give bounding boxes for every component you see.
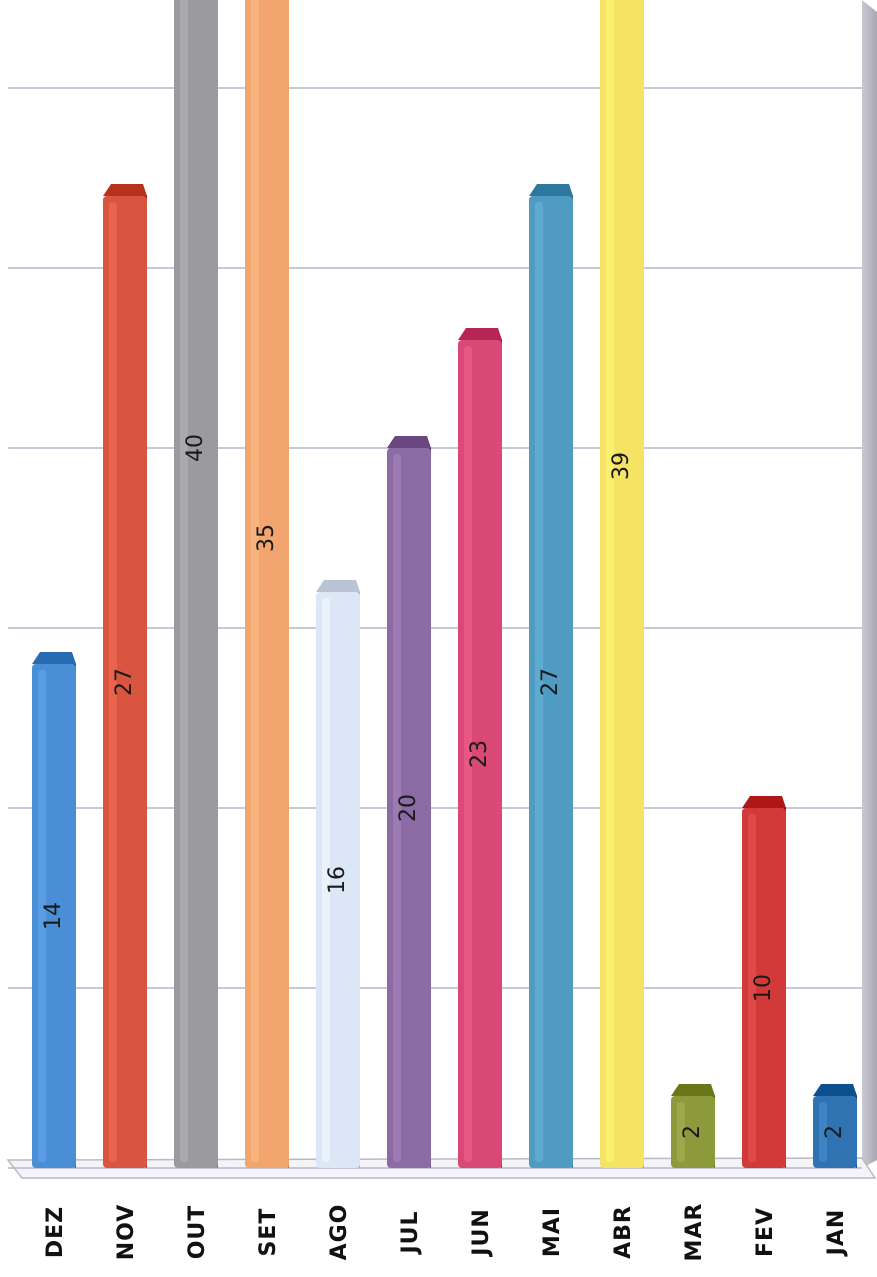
tick-label-jun: JUN — [469, 1208, 494, 1257]
data-label-fev: 10 — [751, 974, 776, 1002]
bar-front — [387, 448, 431, 1168]
bars — [32, 0, 857, 1168]
data-label-jun: 23 — [467, 740, 492, 768]
bar-abr — [600, 0, 644, 1168]
bar-highlight — [535, 202, 543, 1162]
bar-set — [245, 0, 289, 1168]
data-label-mar: 2 — [680, 1125, 705, 1139]
bar-ago — [316, 580, 360, 1168]
bar-fev — [742, 796, 786, 1168]
bar-front — [103, 196, 147, 1168]
bar-front — [245, 0, 289, 1168]
bar-highlight — [251, 0, 259, 1162]
data-label-set: 35 — [254, 524, 279, 552]
bar-top — [671, 1084, 715, 1096]
data-label-jan: 2 — [822, 1125, 847, 1139]
bar-highlight — [819, 1102, 827, 1162]
data-label-ago: 16 — [325, 866, 350, 894]
bar-top — [103, 184, 147, 196]
bar-front — [813, 1096, 857, 1168]
bar-top — [32, 652, 76, 664]
data-labels: 14 27 40 35 16 20 23 27 39 2 10 2 — [41, 434, 847, 1139]
bar-top — [813, 1084, 857, 1096]
chart-side-wall — [862, 0, 877, 1168]
bar-front — [671, 1096, 715, 1168]
tick-label-set: SET — [256, 1208, 281, 1257]
bar-highlight — [322, 598, 330, 1162]
tick-label-mar: MAR — [682, 1203, 707, 1262]
bar-highlight — [38, 670, 46, 1162]
bar-highlight — [606, 0, 614, 1162]
tick-label-jan: JAN — [824, 1209, 849, 1258]
bar-jan — [813, 1084, 857, 1168]
bar-highlight — [109, 202, 117, 1162]
tick-label-out: OUT — [185, 1205, 210, 1260]
bar-nov — [103, 184, 147, 1168]
category-ticks: DEZ NOV OUT SET AGO JUL JUN MAI ABR MAR FEV JAN — [43, 1203, 849, 1262]
bar-jun — [458, 328, 502, 1168]
bar-highlight — [748, 814, 756, 1162]
tick-label-nov: NOV — [114, 1204, 139, 1261]
data-label-dez: 14 — [41, 902, 66, 930]
data-label-abr: 39 — [609, 452, 634, 480]
gridlines — [6, 0, 877, 1179]
bar-front — [32, 664, 76, 1168]
tick-label-dez: DEZ — [43, 1206, 68, 1258]
bar-mar — [671, 1084, 715, 1168]
bar-top — [529, 184, 573, 196]
data-label-jul: 20 — [396, 794, 421, 822]
bar-top — [458, 328, 502, 340]
bar-front — [529, 196, 573, 1168]
bar-dez — [32, 652, 76, 1168]
data-label-nov: 27 — [112, 668, 137, 696]
bar-top — [387, 436, 431, 448]
bar-mai — [529, 184, 573, 1168]
tick-label-mai: MAI — [540, 1207, 565, 1257]
bar-top — [316, 580, 360, 592]
bar-highlight — [393, 454, 401, 1162]
bar-highlight — [180, 0, 188, 1162]
bar-out — [174, 0, 218, 1168]
bar-highlight — [677, 1102, 685, 1162]
bar-front — [742, 808, 786, 1168]
bar-top — [742, 796, 786, 808]
tick-label-ago: AGO — [327, 1204, 352, 1261]
data-label-mai: 27 — [538, 668, 563, 696]
bar-jul — [387, 436, 431, 1168]
bar-front — [316, 592, 360, 1168]
data-label-out: 40 — [183, 434, 208, 462]
bar-highlight — [464, 346, 472, 1162]
bar-front — [600, 0, 644, 1168]
bar-front — [174, 0, 218, 1168]
bar-front — [458, 340, 502, 1168]
tick-label-abr: ABR — [611, 1205, 636, 1259]
tick-label-jul: JUL — [398, 1210, 423, 1255]
tick-label-fev: FEV — [753, 1207, 778, 1257]
